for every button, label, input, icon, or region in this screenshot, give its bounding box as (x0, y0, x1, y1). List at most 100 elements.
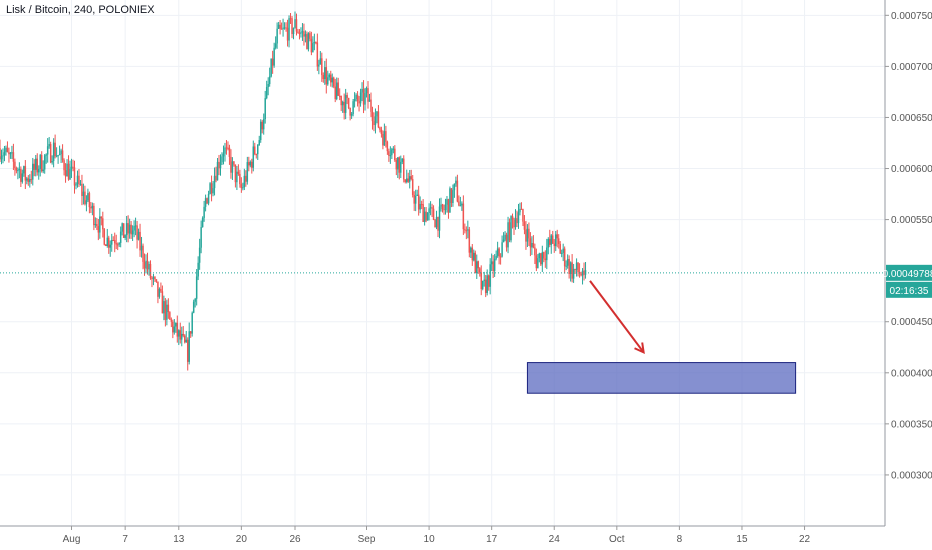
candle-body (292, 27, 295, 35)
candle-body (301, 31, 304, 33)
time-tick-label: Oct (609, 534, 625, 545)
candle-body (374, 116, 377, 126)
candle-body (319, 58, 322, 65)
candle-body (0, 148, 1, 160)
candle-body (391, 149, 393, 156)
candle-body (468, 229, 471, 253)
candle-body (88, 193, 91, 208)
candle-body (176, 322, 179, 337)
candle-body (368, 99, 371, 102)
candle-body (106, 237, 109, 246)
candle-body (410, 176, 412, 180)
candle-body (559, 243, 561, 254)
candle-body (94, 224, 97, 226)
candle-body (197, 262, 199, 277)
candle-body (295, 19, 298, 32)
candle-body (367, 88, 369, 102)
candle-body (416, 194, 418, 196)
candle-body (252, 146, 255, 168)
candle-body (394, 148, 396, 161)
candle-body (3, 152, 6, 156)
candle-body (97, 226, 100, 233)
arrow-shaft (589, 280, 645, 353)
time-tick-label: 26 (289, 534, 301, 545)
candle-body (128, 224, 131, 234)
candle-body (279, 24, 281, 29)
candle-body (35, 158, 37, 170)
candle-body (170, 319, 173, 322)
candle-body (201, 217, 204, 228)
candle-body (271, 58, 274, 66)
candle-body (148, 263, 150, 270)
candle-body (353, 98, 356, 102)
price-tick-label: 0.00070000 (891, 62, 932, 73)
projection-arrow[interactable] (589, 280, 645, 355)
candle-body (313, 42, 316, 44)
price-axis[interactable]: 0.00075000 0.00070000 0.00065000 0.00060000… (885, 11, 932, 482)
candle-body (306, 34, 308, 50)
candle-body (577, 262, 579, 273)
candle-body (24, 166, 27, 181)
time-tick-label: 22 (799, 534, 811, 545)
candle-body (511, 216, 514, 220)
candle-body (216, 161, 219, 181)
candle-body (112, 240, 114, 242)
candle-body (356, 94, 359, 102)
candle-body (532, 243, 535, 248)
candle-body (60, 150, 62, 155)
candle-body (531, 243, 533, 248)
candle-body (337, 82, 339, 96)
time-axis[interactable]: Aug 7 13 20 26 Sep 10 17 24 Oct 8 15 22 (63, 526, 811, 545)
candle-body (560, 252, 563, 254)
candle-body (341, 101, 344, 106)
candle-body (547, 238, 550, 248)
candle-body (467, 229, 469, 231)
candle-body (492, 261, 494, 272)
candle-body (228, 147, 231, 157)
candle-body (553, 243, 555, 247)
candle-body (17, 170, 19, 172)
candle-body (420, 204, 423, 206)
candle-body (286, 27, 289, 41)
target-zone-rectangle[interactable] (526, 362, 797, 394)
last-price-badge: 0.00049788 02:16:35 (883, 264, 932, 298)
candle-body (383, 131, 386, 146)
candle-body (507, 222, 509, 248)
candle-body (508, 222, 511, 241)
candle-body (537, 258, 539, 269)
candle-body (273, 47, 275, 66)
candle-body (495, 255, 497, 259)
candle-body (46, 146, 49, 155)
countdown-badge-bg (886, 281, 932, 298)
candle-body (233, 161, 235, 165)
time-tick-label: Sep (358, 534, 376, 545)
candle-body (355, 94, 357, 99)
candle-body (580, 273, 582, 276)
candle-body (335, 82, 338, 100)
candle-body (257, 144, 259, 155)
candle-body (413, 194, 415, 204)
candle-body (189, 331, 192, 334)
candle-body (264, 98, 266, 120)
candle-body (365, 88, 368, 94)
candle-body (90, 207, 92, 209)
candle-body (481, 280, 484, 290)
candle-body (167, 304, 170, 313)
candle-body (130, 224, 132, 235)
candle-body (134, 225, 137, 227)
candle-body (566, 259, 569, 266)
candle-body (447, 199, 450, 213)
candle-body (161, 291, 164, 314)
candle-body (54, 142, 56, 157)
candle-body (549, 238, 551, 245)
candle-body (398, 157, 401, 173)
candle-body (493, 258, 496, 272)
candle-body (450, 188, 453, 203)
candle-body (516, 218, 518, 224)
price-tick-label: 0.00030000 (891, 470, 932, 481)
candle-body (207, 193, 210, 204)
candle-body (316, 42, 319, 67)
candle-body (125, 223, 128, 236)
candle-body (70, 166, 73, 169)
